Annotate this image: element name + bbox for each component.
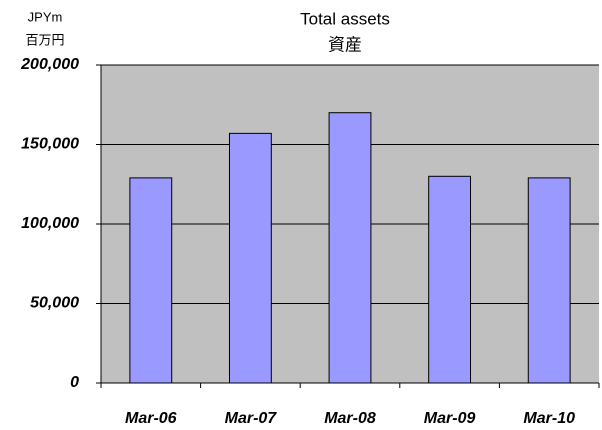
chart-subtitle: 資産 [328, 35, 362, 54]
bar [527, 177, 571, 384]
y-axis-label: 百万円 [25, 32, 64, 47]
chart-title: Total assets [300, 9, 390, 28]
bar [129, 177, 173, 384]
bar [328, 112, 372, 384]
x-tick-label: Mar-07 [225, 410, 278, 427]
x-tick-label: Mar-10 [523, 410, 575, 427]
x-tick-label: Mar-08 [324, 410, 376, 427]
x-tick-label: Mar-09 [424, 410, 476, 427]
x-tick-label: Mar-06 [125, 410, 177, 427]
bar [228, 132, 272, 384]
y-tick-label: 100,000 [21, 215, 79, 232]
bar [428, 175, 472, 384]
y-axis-label: JPYm [28, 9, 63, 24]
y-tick-label: 0 [70, 374, 79, 391]
y-tick-label: 150,000 [21, 136, 79, 153]
y-tick-label: 200,000 [20, 56, 79, 73]
y-tick-label: 50,000 [30, 295, 79, 312]
